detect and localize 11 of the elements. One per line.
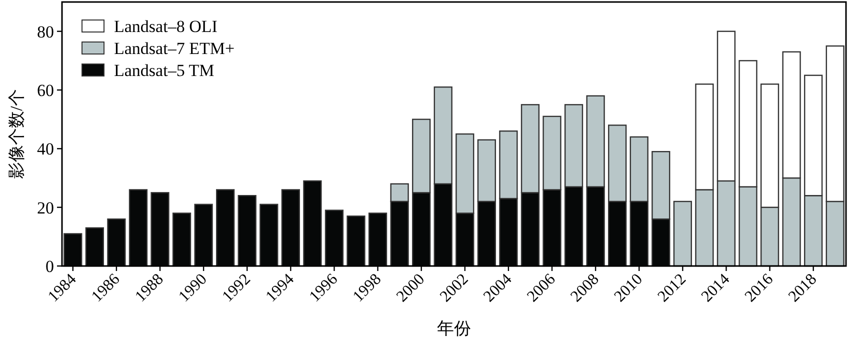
y-tick-label: 80 <box>37 22 54 42</box>
x-axis-title: 年份 <box>437 319 471 338</box>
legend-label: Landsat–7 ETM+ <box>114 39 235 58</box>
y-tick-label: 40 <box>37 140 54 159</box>
legend-label: Landsat–8 OLI <box>114 17 218 36</box>
y-axis-title: 影像个数/个 <box>7 89 26 179</box>
y-tick-label: 20 <box>37 198 54 218</box>
legend-label: Landsat–5 TM <box>114 61 214 80</box>
bar <box>673 200 692 267</box>
y-tick-label: 60 <box>37 81 54 100</box>
y-tick-label: 0 <box>46 257 54 276</box>
